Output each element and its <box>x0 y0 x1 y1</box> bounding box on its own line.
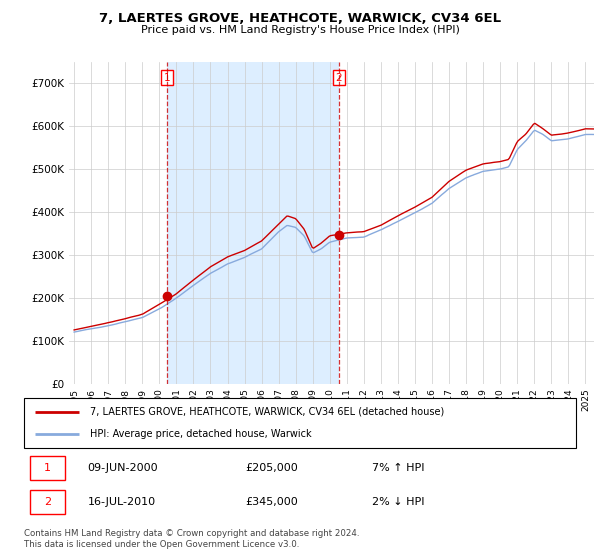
Text: 7, LAERTES GROVE, HEATHCOTE, WARWICK, CV34 6EL: 7, LAERTES GROVE, HEATHCOTE, WARWICK, CV… <box>99 12 501 25</box>
FancyBboxPatch shape <box>29 490 65 514</box>
Text: 2% ↓ HPI: 2% ↓ HPI <box>372 497 424 507</box>
Text: £345,000: £345,000 <box>245 497 298 507</box>
FancyBboxPatch shape <box>24 398 576 448</box>
Text: 1: 1 <box>44 463 51 473</box>
FancyBboxPatch shape <box>29 456 65 480</box>
Text: 09-JUN-2000: 09-JUN-2000 <box>88 463 158 473</box>
Text: 7% ↑ HPI: 7% ↑ HPI <box>372 463 424 473</box>
Bar <box>167 62 339 384</box>
Text: 2: 2 <box>335 73 343 83</box>
Text: Price paid vs. HM Land Registry's House Price Index (HPI): Price paid vs. HM Land Registry's House … <box>140 25 460 35</box>
Text: 1: 1 <box>164 73 170 83</box>
Text: £205,000: £205,000 <box>245 463 298 473</box>
Text: 2: 2 <box>44 497 51 507</box>
Text: 16-JUL-2010: 16-JUL-2010 <box>88 497 155 507</box>
Text: Contains HM Land Registry data © Crown copyright and database right 2024.
This d: Contains HM Land Registry data © Crown c… <box>24 529 359 549</box>
Text: HPI: Average price, detached house, Warwick: HPI: Average price, detached house, Warw… <box>90 429 312 439</box>
Text: 7, LAERTES GROVE, HEATHCOTE, WARWICK, CV34 6EL (detached house): 7, LAERTES GROVE, HEATHCOTE, WARWICK, CV… <box>90 407 445 417</box>
